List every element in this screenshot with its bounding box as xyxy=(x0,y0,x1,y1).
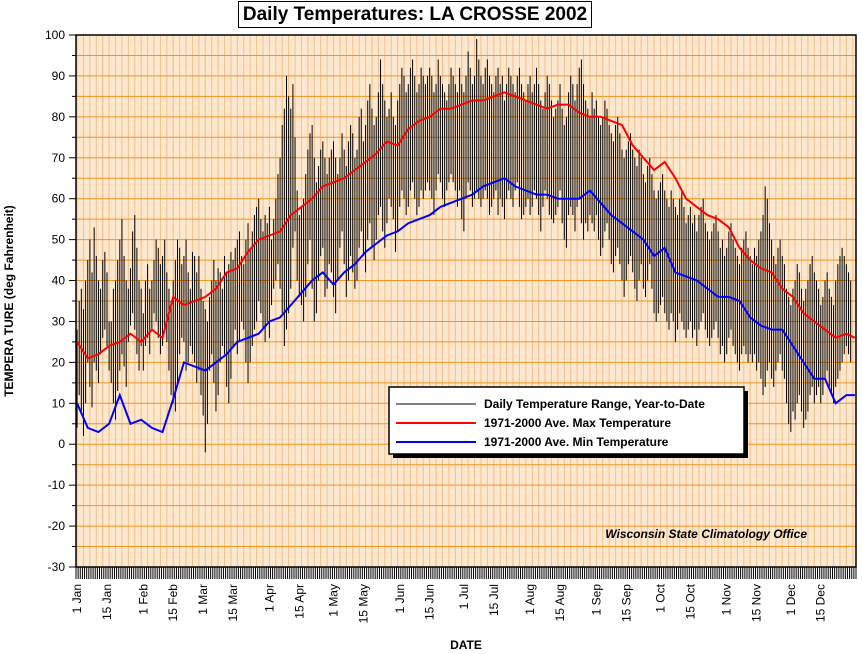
x-tick-label: 15 Aug xyxy=(553,584,567,621)
y-tick-label: 40 xyxy=(52,274,66,288)
x-tick-label: 1 Jan xyxy=(70,584,84,613)
y-tick-label: 10 xyxy=(52,396,66,410)
x-tick-label: 15 Sep xyxy=(619,584,633,622)
max-temperature-line xyxy=(76,91,856,360)
x-tick-label: 1 Apr xyxy=(262,584,276,612)
y-tick-label: 70 xyxy=(52,151,66,165)
x-tick-label: 15 Mar xyxy=(226,584,240,621)
y-tick-label: 90 xyxy=(52,69,66,83)
y-axis-label: TEMPERA TURE (deg Fahrenheit) xyxy=(2,205,16,397)
x-tick-label: 15 Apr xyxy=(292,584,306,619)
y-tick-label: 60 xyxy=(52,192,66,206)
y-tick-label: 80 xyxy=(52,110,66,124)
x-tick-label: 1 Feb xyxy=(136,584,150,615)
x-tick-label: 15 Dec xyxy=(814,584,828,622)
x-axis-label: DATE xyxy=(450,638,482,652)
source-annotation: Wisconsin State Climatology Office xyxy=(605,527,807,541)
y-tick-label: 20 xyxy=(52,355,66,369)
y-axis: -30 -20 -10 0 10 20 30 40 50 60 70 80 90 100 xyxy=(45,28,76,574)
x-tick-label: 1 Jul xyxy=(457,584,471,609)
y-tick-label: 50 xyxy=(52,233,66,247)
x-tick-label: 15 Jun xyxy=(423,584,437,620)
x-tick-label: 15 May xyxy=(356,584,370,623)
y-tick-label: -20 xyxy=(48,519,66,533)
x-tick-label: 15 Oct xyxy=(683,583,697,619)
y-tick-label: -30 xyxy=(48,560,66,574)
min-temperature-line xyxy=(76,177,855,434)
x-tick-label: 1 Mar xyxy=(196,584,210,615)
x-axis: 1 Jan 15 Jan 1 Feb 15 Feb 1 Mar 15 Mar 1 Apr 15… xyxy=(70,567,857,623)
x-tick-label: 15 Nov xyxy=(750,584,764,622)
chart-title: Daily Temperatures: LA CROSSE 2002 xyxy=(238,1,592,28)
x-tick-label: 1 Aug xyxy=(523,584,537,615)
legend-label: Daily Temperature Range, Year-to-Date xyxy=(484,397,705,411)
x-tick-label: 15 Jan xyxy=(100,584,114,620)
x-tick-label: 1 Dec xyxy=(784,584,798,615)
y-tick-label: 30 xyxy=(52,314,66,328)
x-tick-label: 15 Jul xyxy=(487,584,501,616)
daily-range-bars xyxy=(76,39,852,453)
x-tick-label: 1 Nov xyxy=(720,584,734,615)
x-tick-label: 1 Sep xyxy=(589,584,603,616)
y-tick-label: 0 xyxy=(58,437,65,451)
x-tick-label: 1 May xyxy=(327,584,341,617)
y-tick-label: -10 xyxy=(48,478,66,492)
y-tick-label: 100 xyxy=(45,28,65,42)
legend-label: 1971-2000 Ave. Max Temperature xyxy=(484,416,671,430)
x-tick-label: 15 Feb xyxy=(166,584,180,622)
legend-label: 1971-2000 Ave. Min Temperature xyxy=(484,435,669,449)
x-tick-label: 1 Jun xyxy=(393,584,407,613)
x-tick-label: 1 Oct xyxy=(653,583,667,612)
legend: Daily Temperature Range, Year-to-Date 197… xyxy=(388,386,748,458)
normal-lines xyxy=(76,91,856,434)
